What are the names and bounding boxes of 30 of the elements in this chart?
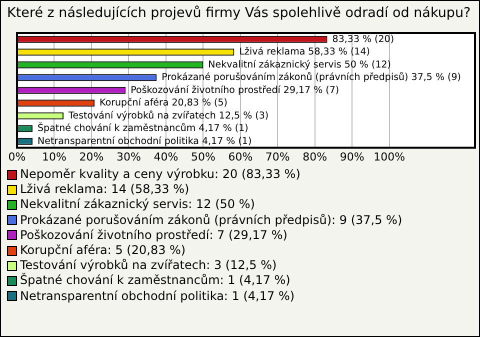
x-tick-label: 90%	[340, 150, 364, 164]
x-tick-label: 0%	[8, 150, 26, 164]
legend-label: Prokázané porušováním zákonů (právních předpisů): 9 (37,5 %)	[20, 212, 402, 228]
legend-label: Nekvalitní zákaznický servis: 12 (50 %)	[20, 197, 255, 213]
legend-label: Špatné chování k zaměstnancům: 1 (4,17 %)	[20, 273, 290, 289]
x-tick-label: 50%	[190, 150, 216, 164]
data-label: Testování výrobků na zvířatech 12,5 % (3)	[68, 109, 269, 122]
x-tick-label: 40%	[154, 150, 178, 164]
legend-label: Netransparentní obchodní politika: 1 (4,17 %)	[20, 288, 295, 304]
x-tick-label: 30%	[116, 150, 141, 164]
x-tick-label: 70%	[265, 150, 290, 164]
data-label: 83,33 % (20)	[332, 34, 394, 45]
data-label: Nekvalitní zákaznický servis 50 % (12)	[208, 59, 391, 70]
data-label: Lživá reklama 58,33 % (14)	[239, 46, 370, 58]
x-tick-label: 100%	[374, 150, 406, 164]
chart-title: Které z následujících projevů firmy Vás spolehlivě odradí od nákupu?	[7, 5, 471, 21]
x-tick-label: 10%	[42, 150, 66, 164]
data-label: Prokázané porušováním zákonů (právních předpisů) 37,5 % (9)	[162, 71, 461, 84]
legend-label: Lživá reklama: 14 (58,33 %)	[20, 182, 190, 198]
x-tick-label: 60%	[228, 150, 253, 164]
legend-label: Nepoměr kvality a ceny výrobku: 20 (83,33 %)	[20, 167, 300, 182]
legend-label: Testování výrobků na zvířatech: 3 (12,5 %)	[20, 258, 277, 272]
legend-label: Korupční aféra: 5 (20,83 %)	[20, 243, 186, 258]
data-label: Korupční aféra 20,83 % (5)	[100, 98, 228, 109]
legend-label: Poškozování životního prostředí: 7 (29,17 %)	[20, 228, 288, 244]
data-label: Netransparentní obchodní politika 4,17 % (1)	[38, 136, 252, 147]
data-label: Poškozování životního prostředí 29,17 % (7)	[130, 84, 340, 96]
data-label: Špatné chování k zaměstnancům 4,17 % (1)	[38, 122, 248, 134]
x-tick-label: 80%	[302, 150, 328, 164]
x-tick-label: 20%	[79, 150, 104, 164]
